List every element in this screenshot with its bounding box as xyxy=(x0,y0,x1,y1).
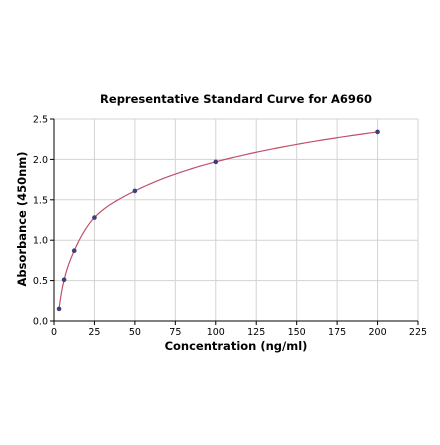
y-axis-title: Absorbance (450nm) xyxy=(15,151,29,286)
data-point xyxy=(61,277,67,283)
y-tick-label: 1.5 xyxy=(33,195,48,206)
data-point xyxy=(375,129,380,135)
y-tick-label: 0.5 xyxy=(33,276,48,287)
x-tick-label: 50 xyxy=(129,327,141,338)
x-tick-label: 100 xyxy=(207,327,225,338)
grid-layer xyxy=(53,118,419,322)
x-tick-label: 175 xyxy=(328,327,346,338)
x-tick-label: 25 xyxy=(88,327,100,338)
data-point xyxy=(132,188,138,194)
y-tick-label: 1.0 xyxy=(33,236,48,247)
y-tick-label: 2.5 xyxy=(33,115,48,126)
y-tick-label: 0.0 xyxy=(33,317,48,328)
fit-curve-layer xyxy=(58,131,378,309)
x-tick-label: 225 xyxy=(409,327,427,338)
x-axis-title: Concentration (ng/ml) xyxy=(165,339,308,353)
data-point xyxy=(56,306,62,312)
y-tick-label: 2.0 xyxy=(33,155,48,166)
chart-title: Representative Standard Curve for A6960 xyxy=(100,92,372,106)
x-tick-label: 125 xyxy=(247,327,265,338)
data-point xyxy=(213,159,219,165)
x-tick-label: 200 xyxy=(368,327,386,338)
x-tick-label: 150 xyxy=(288,327,306,338)
fit-curve xyxy=(58,131,378,309)
data-points-layer xyxy=(56,129,380,312)
data-point xyxy=(71,248,77,254)
data-point xyxy=(92,215,97,220)
x-tick-label: 0 xyxy=(51,327,57,338)
axes-layer: 0 25 50 75 100 125 150 175 200 225 0.0 0.5 1.0 1.5 2.0… xyxy=(33,115,427,339)
x-tick-label: 75 xyxy=(169,327,181,338)
